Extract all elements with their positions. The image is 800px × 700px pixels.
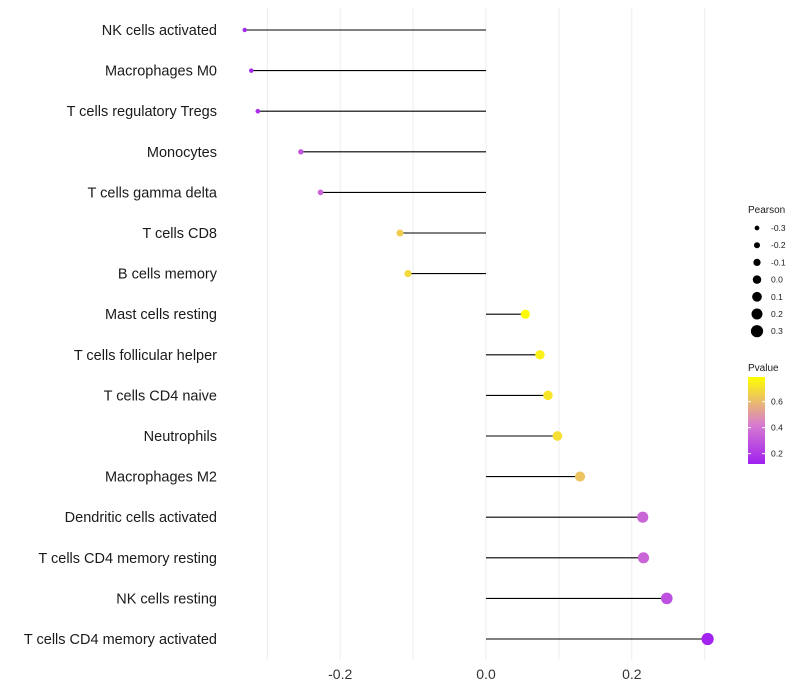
lollipop-dot	[552, 431, 563, 441]
grid-layer	[266, 8, 706, 660]
category-label: Macrophages M0	[105, 64, 217, 80]
category-label: Dendritic cells activated	[65, 510, 217, 526]
color-legend-bar	[748, 377, 765, 464]
lollipop-dot	[242, 27, 247, 33]
size-legend-dot	[752, 291, 762, 302]
lollipop-dot	[249, 68, 254, 73]
lollipop-dot	[520, 309, 530, 319]
category-labels: NK cells activated Macrophages M0 T cells …	[24, 23, 218, 648]
size-legend: -0.3 -0.2 -0.1 0.0 0.1 0.2 0.3	[750, 223, 786, 338]
size-legend-label: -0.2	[771, 240, 786, 250]
lollipop-dot	[255, 108, 261, 114]
x-tick-label: 0.0	[476, 666, 496, 682]
lollipop-dot	[404, 270, 412, 278]
category-label: Mast cells resting	[105, 307, 217, 323]
color-legend-label: 0.4	[771, 423, 783, 433]
category-label: T cells regulatory Tregs	[67, 104, 217, 120]
category-label: B cells memory	[118, 267, 218, 283]
color-legend-title: Pvalue	[748, 363, 779, 374]
size-legend-label: -0.1	[771, 257, 786, 267]
size-legend-dot	[753, 258, 761, 267]
category-label: T cells CD4 memory resting	[38, 551, 217, 567]
size-legend-dot	[750, 325, 764, 338]
color-legend-ticks: 0.2 0.4 0.6	[748, 397, 783, 459]
x-axis-ticks: -0.2 0.0 0.2	[328, 666, 642, 682]
size-legend-dot	[754, 225, 760, 231]
size-legend-title: Pearson	[748, 205, 785, 216]
size-legend-label: 0.0	[771, 275, 783, 285]
lollipop-dot	[298, 149, 304, 155]
category-label: Macrophages M2	[105, 470, 217, 486]
category-label: Neutrophils	[144, 429, 217, 445]
category-label: T cells CD8	[142, 226, 217, 242]
lollipop-dot	[535, 350, 545, 360]
category-label: T cells gamma delta	[88, 185, 218, 201]
stem-layer	[244, 29, 708, 640]
size-legend-dot	[751, 308, 763, 320]
color-legend-label: 0.2	[771, 449, 783, 459]
lollipop-dot	[637, 511, 649, 523]
lollipop-dot	[661, 592, 673, 605]
category-label: T cells CD4 naive	[104, 388, 217, 404]
category-label: T cells CD4 memory activated	[24, 632, 217, 648]
size-legend-dot	[753, 242, 761, 249]
x-tick-label: 0.2	[622, 666, 642, 682]
lollipop-dot	[396, 229, 404, 237]
category-label: Monocytes	[147, 145, 217, 161]
lollipop-dot	[543, 390, 553, 401]
lollipop-dot	[637, 552, 650, 564]
category-label: T cells follicular helper	[74, 348, 217, 364]
legend: Pearson -0.3-0.2-0.10.00.10.20.3 Pvalue …	[748, 205, 786, 464]
size-legend-dot	[752, 275, 762, 284]
lollipop-dot	[701, 632, 714, 646]
color-legend-label: 0.6	[771, 397, 783, 407]
lollipop-dot	[317, 189, 324, 196]
size-legend-label: 0.3	[771, 326, 783, 336]
dot-layer	[242, 27, 714, 646]
size-legend-label: 0.2	[771, 309, 783, 319]
size-legend-label: 0.1	[771, 292, 783, 302]
lollipop-dot	[574, 471, 586, 482]
x-tick-label: -0.2	[328, 666, 352, 682]
size-legend-label: -0.3	[771, 223, 786, 233]
category-label: NK cells resting	[116, 591, 217, 607]
category-label: NK cells activated	[102, 23, 217, 39]
